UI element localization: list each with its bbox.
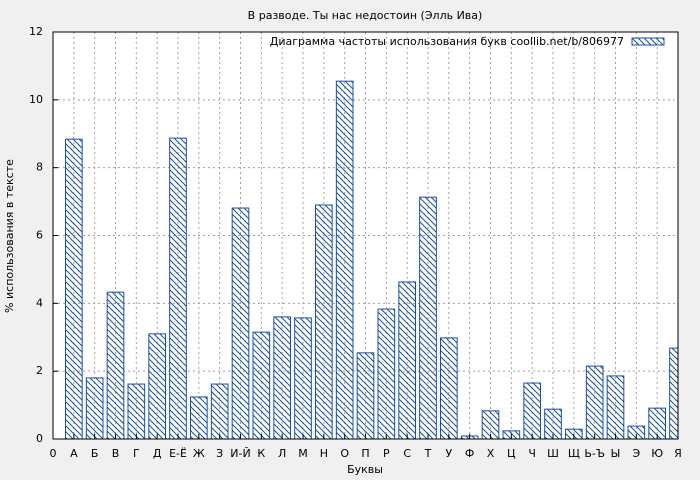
x-tick-label: М bbox=[298, 447, 308, 460]
x-tick-label: О bbox=[340, 447, 349, 460]
x-tick-label: Р bbox=[383, 447, 390, 460]
x-tick-label: Г bbox=[133, 447, 140, 460]
bar bbox=[669, 347, 678, 439]
bar bbox=[585, 365, 604, 439]
bar bbox=[315, 204, 333, 439]
legend-swatch bbox=[631, 37, 665, 46]
chart-title: В разводе. Ты нас недостоин (Элль Ива) bbox=[248, 9, 483, 22]
bar bbox=[398, 281, 417, 439]
bar bbox=[273, 316, 292, 439]
x-tick-label: Ы bbox=[611, 447, 621, 460]
bar bbox=[190, 396, 208, 439]
x-tick-label: 0 bbox=[50, 447, 57, 460]
bars bbox=[65, 80, 678, 439]
x-tick-label: С bbox=[403, 447, 411, 460]
x-tick-label: Ж bbox=[193, 447, 205, 460]
bar bbox=[65, 138, 83, 439]
x-axis-label: Буквы bbox=[347, 463, 383, 476]
y-tick-label: 6 bbox=[36, 229, 43, 242]
bar bbox=[377, 308, 396, 439]
x-tick-label: Э bbox=[632, 447, 640, 460]
bar bbox=[294, 317, 312, 439]
x-tick-label: В bbox=[112, 447, 120, 460]
grid bbox=[53, 32, 678, 439]
bar bbox=[231, 207, 250, 439]
x-tick-label: П bbox=[361, 447, 369, 460]
bar bbox=[252, 331, 271, 439]
x-tick-label: Е-Ё bbox=[169, 447, 187, 460]
x-tick-label: А bbox=[70, 447, 78, 460]
y-tick-label: 8 bbox=[36, 161, 43, 174]
x-tick-label: Ц bbox=[507, 447, 516, 460]
bar bbox=[335, 80, 354, 439]
bar bbox=[523, 382, 541, 439]
x-tick-label: З bbox=[216, 447, 223, 460]
bar bbox=[148, 333, 166, 439]
y-tick-label: 10 bbox=[29, 93, 43, 106]
bar bbox=[648, 407, 666, 439]
x-tick-label: Ф bbox=[465, 447, 474, 460]
x-tick-label: Н bbox=[320, 447, 328, 460]
x-tick-label: Х bbox=[487, 447, 495, 460]
x-tick-label: У bbox=[445, 447, 452, 460]
bar bbox=[440, 337, 458, 439]
x-tick-label: Ь-Ъ bbox=[584, 447, 605, 460]
x-tick-label: Т bbox=[424, 447, 432, 460]
bar bbox=[127, 383, 146, 439]
x-tick-label: Я bbox=[674, 447, 682, 460]
x-tick-label: Д bbox=[153, 447, 162, 460]
x-tick-label: Л bbox=[278, 447, 286, 460]
bar bbox=[419, 196, 437, 439]
x-tick-label: Ч bbox=[528, 447, 536, 460]
y-tick-label: 2 bbox=[36, 364, 43, 377]
x-tick-label: Ю bbox=[651, 447, 663, 460]
x-tick-label: Ш bbox=[547, 447, 559, 460]
x-tick-label: К bbox=[257, 447, 265, 460]
x-tick-label: Б bbox=[91, 447, 99, 460]
legend-label: Диаграмма частоты использования букв coo… bbox=[270, 35, 624, 48]
bar bbox=[106, 291, 125, 439]
bar bbox=[210, 383, 229, 439]
x-tick-label: Щ bbox=[568, 447, 580, 460]
x-tick-label: И-Й bbox=[230, 447, 250, 460]
bar bbox=[169, 137, 187, 439]
bar bbox=[85, 377, 104, 439]
y-axis-label: % использования в тексте bbox=[3, 159, 16, 313]
y-tick-label: 0 bbox=[36, 432, 43, 445]
bar bbox=[356, 352, 375, 439]
y-tick-label: 4 bbox=[36, 296, 43, 309]
bar bbox=[606, 375, 625, 439]
y-tick-label: 12 bbox=[29, 25, 43, 38]
